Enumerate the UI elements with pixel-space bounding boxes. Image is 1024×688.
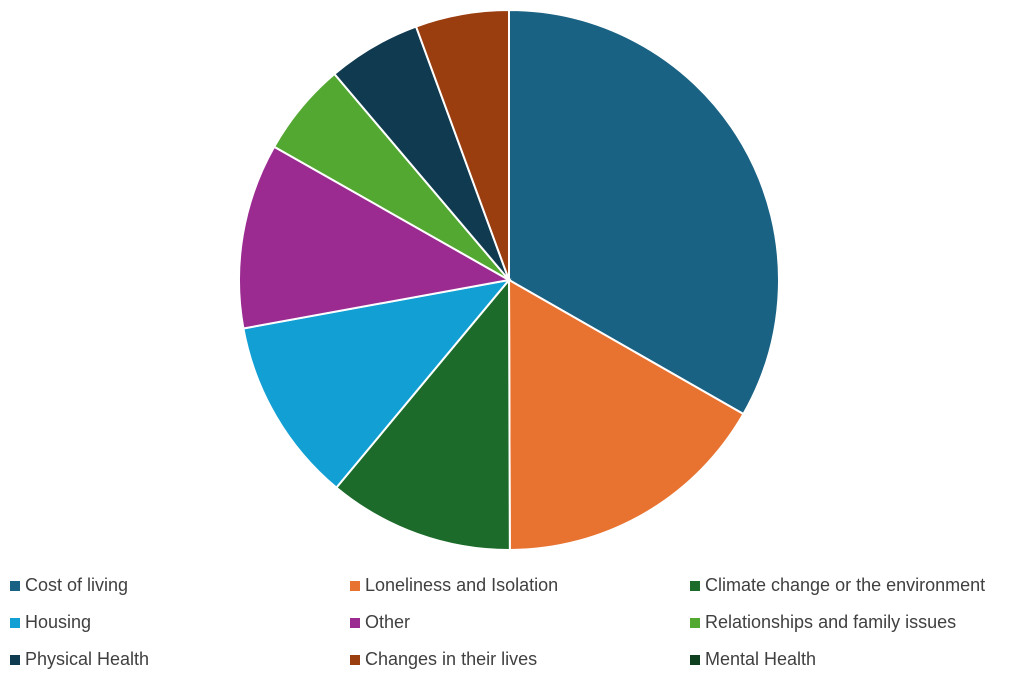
legend-swatch xyxy=(10,655,20,665)
pie xyxy=(238,8,780,552)
legend-swatch xyxy=(10,618,20,628)
pie-slice xyxy=(334,277,511,551)
legend-label: Cost of living xyxy=(25,575,128,595)
legend-swatch xyxy=(350,655,360,665)
legend-label: Other xyxy=(365,612,410,632)
legend-label: Loneliness and Isolation xyxy=(365,575,558,595)
legend-label: Physical Health xyxy=(25,649,149,669)
legend-swatch xyxy=(690,618,700,628)
legend-swatch xyxy=(350,618,360,628)
legend-label: Relationships and family issues xyxy=(705,612,956,632)
pie-slice xyxy=(242,278,512,490)
legend-swatch xyxy=(10,581,20,591)
pie-slice xyxy=(507,278,745,552)
legend-label: Mental Health xyxy=(705,649,816,669)
pie-slice xyxy=(508,8,780,416)
legend: Cost of living Loneliness and Isolation Cl… xyxy=(10,575,985,669)
legend-label: Changes in their lives xyxy=(365,649,537,669)
legend-swatch xyxy=(350,581,360,591)
pie-slice xyxy=(238,145,512,330)
legend-swatch xyxy=(690,655,700,665)
legend-swatch xyxy=(690,581,700,591)
legend-label: Climate change or the environment xyxy=(705,575,985,595)
legend-label: Housing xyxy=(25,612,91,632)
